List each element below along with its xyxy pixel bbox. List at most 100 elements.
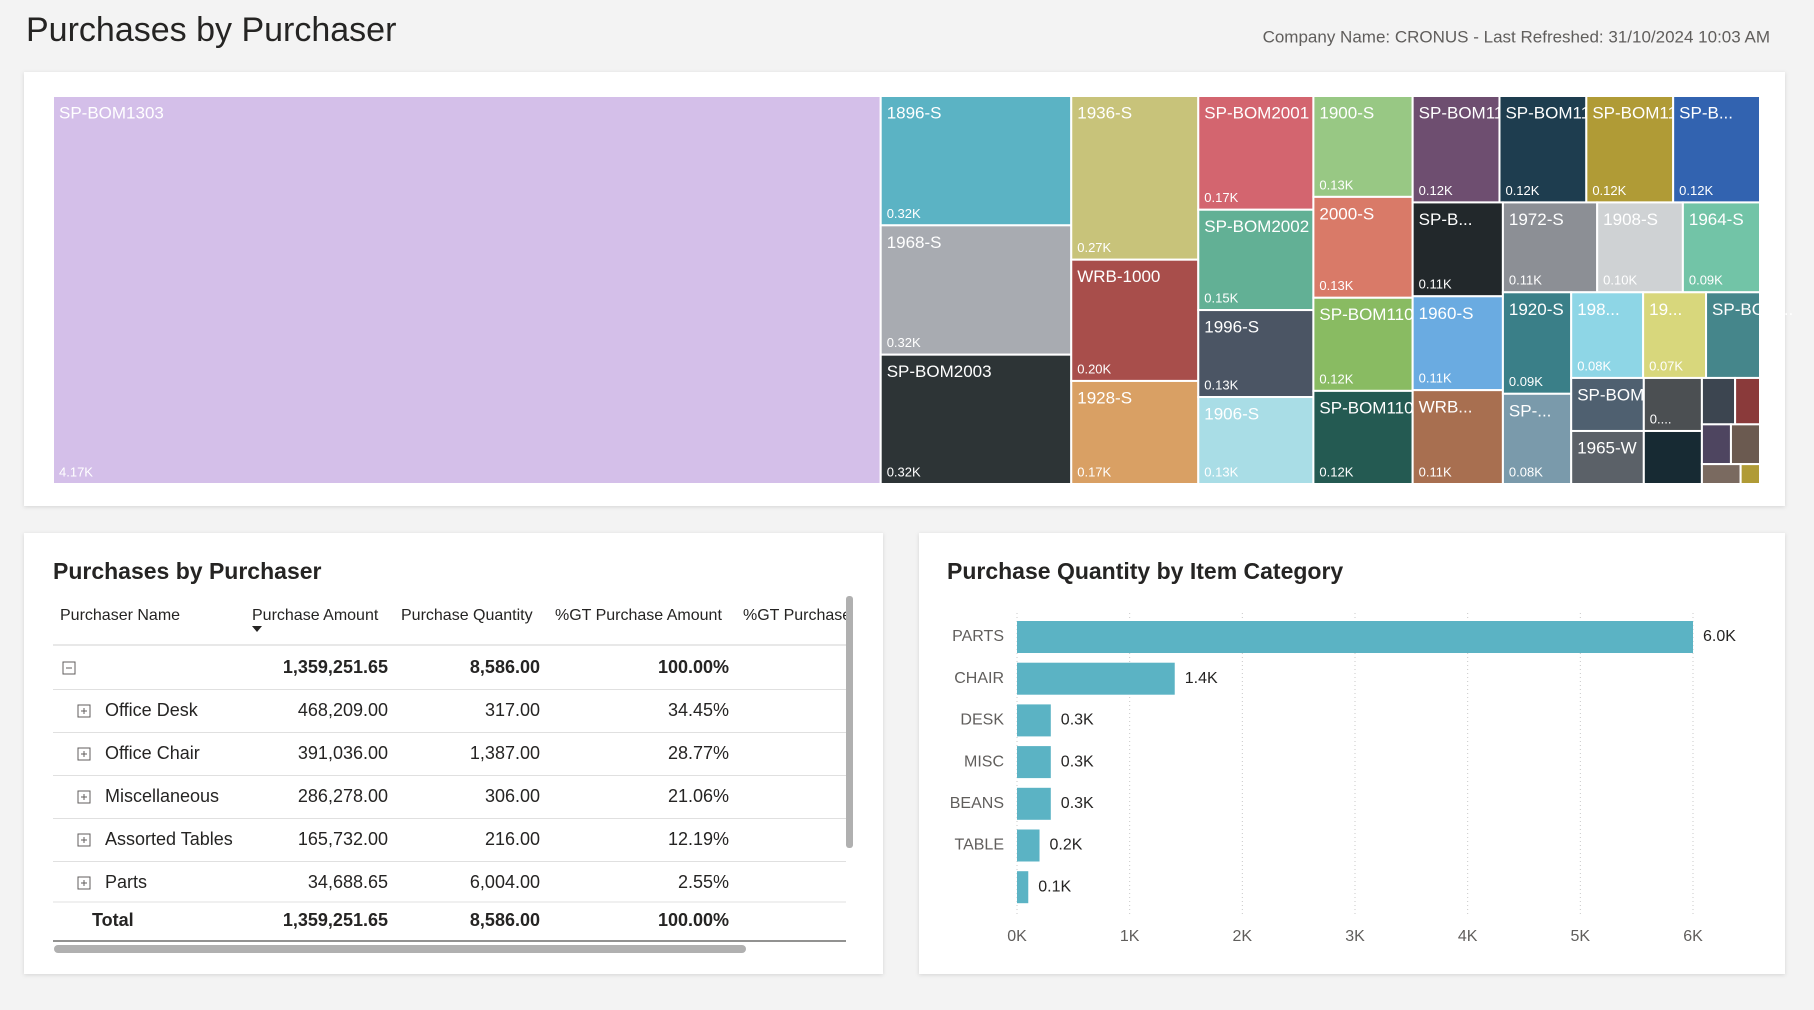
page-title: Purchases by Purchaser [26,11,396,49]
sort-arrow [252,626,262,632]
cell-value: 0.32K [887,464,921,479]
bar [1017,704,1051,737]
cell-label: SP-BOM1107 [1419,103,1523,122]
cell-value: 0.12K [1319,464,1353,479]
treemap-cell [1705,291,1762,379]
h-scrollbar[interactable] [54,945,746,953]
y-tick-label: TABLE [955,837,1005,854]
cell-value: 0.17K [1077,464,1111,479]
treemap-cell [1570,429,1645,485]
v-scrollbar[interactable] [846,596,853,848]
bar [1017,829,1040,862]
cell-value: 4.17K [59,464,93,479]
cell-value: 0.08K [1509,464,1543,479]
cell-label: 198... [1577,300,1620,319]
cell-value: 0.... [1650,411,1672,426]
cell-label: SP-BOM2003 [887,362,992,381]
x-tick-label: 1K [1120,928,1140,945]
data-label: 0.3K [1061,795,1094,812]
bar [1017,746,1051,779]
expand-icon[interactable] [77,747,91,761]
expand-icon[interactable] [77,833,91,847]
bar [1017,621,1693,653]
treemap-cell [1197,208,1315,312]
treemap: SP-BOM1303 4.17K 1896-S 0.32K 1968-S 0.32K SP-… [52,95,1793,486]
cell-label: SP-BOM1109 [1592,103,1696,122]
cell: 1,359,251.65 [283,910,388,930]
bar [1017,662,1175,695]
cell: 34,688.65 [308,872,388,892]
cell-value: 0.09K [1509,374,1543,389]
cell-label: 1908-S [1603,210,1658,229]
treemap-cell [1501,291,1573,395]
bar-title: Purchase Quantity by Item Category [947,558,1343,584]
expand-icon[interactable] [62,661,76,675]
cell-label: SP-BOM2001 [1204,103,1309,122]
cell-value: 0.07K [1649,358,1683,373]
y-tick-label: DESK [960,712,1004,729]
cell-value: 0.13K [1204,464,1238,479]
refresh-info: Company Name: CRONUS - Last Refreshed: 3… [1263,27,1770,46]
data-label: 1.4K [1185,670,1218,687]
cell-label: SP-BOM1303 [59,103,164,122]
cell-label: 1996-S [1204,318,1259,337]
cell-value: 0.12K [1592,183,1626,198]
cell: 286,278.00 [298,786,388,806]
bar-card [919,533,1785,974]
cell-label: WRB... [1419,398,1473,417]
cell-label: SP-BOM1103 [1319,398,1423,417]
column-header: Purchaser Name [60,607,180,624]
treemap-cell [1596,201,1684,294]
cell-value: 0.12K [1679,183,1713,198]
cell-value: 0.11K [1419,277,1452,292]
bar-chart: 0K 1K 2K 3K 4K 5K 6K PARTS 6.0K CHAIR 1.4K DESK 0.3K… [950,613,1736,945]
data-label: 0.1K [1038,878,1071,895]
row-name: Total [92,910,134,930]
cell-label: 1968-S [887,233,942,252]
cell-value: 0.12K [1319,371,1353,386]
cell-label: 2000-S [1319,204,1374,223]
x-tick-label: 0K [1007,928,1027,945]
cell-value: 0.12K [1419,183,1453,198]
y-tick-label: MISC [964,753,1004,770]
treemap-cell [1700,423,1732,466]
data-label: 0.3K [1061,712,1094,729]
cell-value: 0.11K [1419,464,1452,479]
treemap-cell [1070,379,1200,485]
cell-label: 1920-S [1509,300,1564,319]
cell-label: 1965-W [1577,438,1637,457]
cell-value: 0.12K [1505,183,1539,198]
treemap-cell [1642,376,1703,432]
cell-label: 1906-S [1204,405,1259,424]
treemap-cell [1681,201,1761,294]
cell: 100.00% [658,657,729,677]
cell-value: 0.32K [887,206,921,221]
cell-label: SP-BOM... [1712,300,1793,319]
cell-label: SP-BOM... [1577,385,1658,404]
cell-value: 0.17K [1204,190,1238,205]
treemap-cell [52,95,882,485]
cell: 468,209.00 [298,700,388,720]
cell-label: 1928-S [1077,388,1132,407]
expand-icon[interactable] [77,876,91,890]
x-tick-label: 4K [1458,928,1478,945]
treemap-cell [1411,95,1501,204]
row-name: Office Desk [105,700,199,720]
cell-value: 0.27K [1077,240,1111,255]
table: Purchaser Name Purchase Amount Purchase Qu… [53,607,846,942]
expand-icon[interactable] [77,704,91,718]
cell-label: 1900-S [1319,103,1374,122]
cell-value: 0.32K [887,335,921,350]
cell: 21.06% [668,786,729,806]
x-tick-label: 3K [1345,928,1365,945]
cell-label: 19... [1649,300,1682,319]
y-tick-label: CHAIR [954,670,1004,687]
treemap-cell [1312,95,1414,198]
cell-label: SP-... [1509,401,1552,420]
x-tick-label: 5K [1571,928,1591,945]
y-tick-label: BEANS [950,795,1004,812]
expand-icon[interactable] [77,790,91,804]
cell: 317.00 [485,700,540,720]
cell-value: 0.20K [1077,361,1111,376]
